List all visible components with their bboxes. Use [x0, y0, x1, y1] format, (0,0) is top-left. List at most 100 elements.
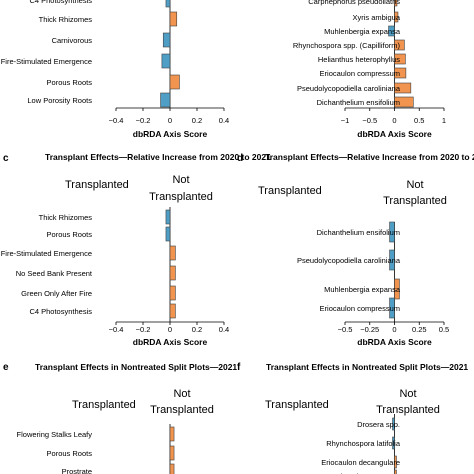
chart-panel: c Transplant Effects—Relative Increase fr… — [0, 152, 271, 347]
x-tick-label: 1 — [442, 116, 446, 125]
category-label: Pseudolycopodiella caroliniana — [297, 84, 401, 93]
x-tick-label: −0.2 — [136, 325, 151, 334]
x-tick-label: 0.4 — [219, 325, 229, 334]
header-not-transplanted: Not — [173, 388, 190, 400]
bar — [394, 82, 412, 94]
bar — [169, 426, 175, 442]
x-axis-label: dbRDA Axis Score — [133, 129, 208, 139]
category-label: Carnivorous — [52, 36, 93, 45]
x-tick-label: −0.25 — [360, 325, 379, 334]
bar — [388, 25, 395, 37]
x-tick-label: 0.25 — [412, 325, 427, 334]
x-tick-label: 0.5 — [414, 116, 424, 125]
header-not-transplanted: Not — [406, 179, 423, 191]
bar — [169, 285, 176, 301]
category-label: Carphephorus pseudoliatris — [308, 0, 400, 6]
category-label: C4 Photosynthesis — [29, 0, 92, 5]
x-tick-label: −0.4 — [109, 116, 124, 125]
chart-panel: Carphephorus pseudoliatris Xyris ambigua M… — [293, 0, 446, 139]
x-tick-label: 0.5 — [439, 325, 449, 334]
panel-letter: f — [237, 362, 241, 373]
header-transplanted: Transplanted — [258, 185, 322, 197]
chart-panel: f Transplant Effects in Nontreated Split … — [237, 362, 468, 474]
panel-title: Transplant Effects in Nontreated Split P… — [266, 362, 468, 372]
category-label: Rhynchospora spp. (Capilliform) — [293, 41, 401, 50]
category-label: Flowering Stalks Leafy — [17, 430, 93, 439]
category-label: Muhlenbergia expansa — [324, 27, 401, 36]
chart-panel: d Transplant Effects—Relative Increase fr… — [237, 152, 474, 347]
x-tick-label: −1 — [341, 116, 350, 125]
header-not-transplanted: Not — [399, 388, 416, 400]
chart-panel: e Transplant Effects in Nontreated Split … — [3, 362, 237, 474]
header-transplanted: Transplanted — [72, 399, 136, 411]
category-label: Green Only After Fire — [21, 289, 92, 298]
category-label: No Fire-Stimulated Emergence — [0, 57, 92, 66]
category-label: Pseudolycopodiella caroliniana — [297, 256, 401, 265]
panel-title: Transplant Effects—Relative Increase fro… — [265, 152, 474, 162]
category-label: No Fire-Stimulated Emergence — [0, 249, 92, 258]
category-label: Porous Roots — [47, 78, 93, 87]
category-label: Porous Roots — [47, 449, 93, 458]
bar — [162, 32, 171, 48]
bar — [392, 436, 395, 450]
category-label: Dichanthelium ensifolium — [317, 228, 400, 237]
header-not-transplanted: Transplanted — [150, 404, 214, 416]
bar — [169, 11, 178, 27]
panel-letter: e — [3, 362, 9, 373]
category-label: Low Porosity Roots — [27, 96, 92, 105]
x-tick-label: 0.2 — [192, 325, 202, 334]
bar — [394, 0, 398, 7]
category-label: Prostrate — [62, 467, 92, 474]
bar — [169, 265, 176, 281]
header-not-transplanted: Transplanted — [376, 404, 440, 416]
header-transplanted: Transplanted — [265, 399, 329, 411]
panel-title: Transplant Effects—Relative Increase fro… — [45, 152, 271, 162]
category-label: Thick Rhizomes — [39, 213, 93, 222]
category-label: No Seed Bank Present — [16, 269, 93, 278]
x-tick-label: −0.4 — [109, 325, 124, 334]
x-tick-label: 0 — [392, 325, 396, 334]
category-label: Dichanthelium ensifolium — [317, 98, 400, 107]
bar — [394, 53, 406, 65]
category-label: Eriocaulon compressum — [320, 304, 400, 313]
bar — [169, 74, 180, 90]
bar — [160, 92, 171, 108]
category-label: Helianthus heterophyllus — [318, 55, 400, 64]
bar — [394, 11, 399, 23]
category-label: Eriocaulon decangulare — [321, 458, 400, 467]
x-tick-label: 0.2 — [192, 116, 202, 125]
header-not-transplanted: Transplanted — [149, 191, 213, 203]
x-axis-label: dbRDA Axis Score — [133, 337, 208, 347]
x-tick-label: 0 — [168, 325, 172, 334]
x-axis-label: dbRDA Axis Score — [357, 337, 432, 347]
category-label: Xyris ambigua — [352, 13, 400, 22]
bar — [165, 0, 171, 8]
header-not-transplanted: Not — [172, 174, 189, 186]
bar — [161, 53, 171, 69]
category-label: Eriocaulon compressum — [320, 69, 400, 78]
panel-title: Transplant Effects in Nontreated Split P… — [35, 362, 237, 372]
header-not-transplanted: Transplanted — [383, 195, 447, 207]
panel-letter: d — [237, 153, 243, 164]
bar — [169, 445, 175, 461]
bar — [165, 209, 171, 225]
header-transplanted: Transplanted — [65, 179, 129, 191]
bar — [169, 303, 176, 319]
category-label: Rhynchospora spp. — [335, 472, 400, 474]
bar — [394, 39, 405, 51]
bar — [165, 226, 171, 242]
x-tick-label: −0.5 — [338, 325, 353, 334]
x-tick-label: 0.4 — [219, 116, 229, 125]
bar — [389, 297, 395, 319]
x-tick-label: −0.2 — [136, 116, 151, 125]
bar — [394, 278, 400, 300]
bar — [394, 469, 397, 474]
bar — [394, 67, 407, 79]
bar — [389, 249, 395, 271]
bar — [392, 417, 395, 431]
bar — [394, 96, 414, 108]
x-tick-label: 0 — [392, 116, 396, 125]
bar — [389, 221, 395, 243]
bar — [169, 463, 175, 474]
bar — [169, 245, 176, 261]
